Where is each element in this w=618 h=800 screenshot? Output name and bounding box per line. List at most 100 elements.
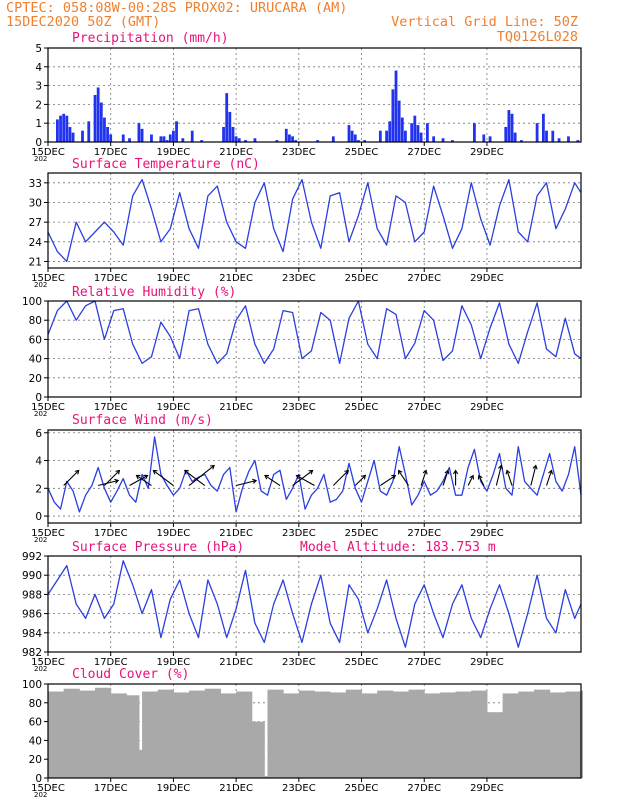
precip-bar	[400, 117, 404, 142]
temp-ytick-label: 33	[29, 178, 42, 190]
precip-ytick-label: 0	[35, 137, 42, 149]
cloud-bar	[173, 692, 190, 778]
precip-xtick-label: 25DEC	[345, 147, 379, 158]
cloud-xtick-label: 17DEC	[94, 783, 128, 794]
precip-year-label: 202	[34, 155, 47, 163]
wind-ytick-label: 0	[35, 511, 42, 523]
wind-vector-arrow	[188, 465, 215, 486]
pressure-xtick-label: 17DEC	[94, 657, 128, 668]
header-date: 15DEC2020 50Z (GMT)	[6, 14, 160, 30]
temp-frame	[47, 172, 582, 269]
precip-bar	[71, 132, 75, 142]
cloud-title: Cloud Cover (%)	[72, 667, 189, 682]
precip-bar	[56, 119, 59, 142]
precip-ytick-label: 1	[35, 118, 42, 130]
precip-bar	[228, 111, 232, 142]
precip-bar	[165, 140, 169, 142]
cloud-bar	[138, 749, 143, 778]
cloud-bar	[63, 688, 80, 778]
header-vertical-grid: Vertical Grid Line: 50Z	[391, 14, 578, 30]
precip-bar	[507, 110, 511, 142]
cloud-bar	[471, 690, 488, 778]
precip-bar	[347, 125, 351, 142]
wind-ytick-label: 6	[35, 428, 42, 440]
precip-bar	[128, 138, 131, 142]
precip-bar	[175, 121, 178, 142]
cloud-bar	[439, 692, 457, 778]
wind-vector-arrow	[296, 475, 315, 487]
rh-xtick-label: 17DEC	[94, 402, 128, 413]
precip-bar	[404, 130, 407, 142]
cloud-ytick-label: 80	[29, 698, 42, 710]
wind-vector-arrowhead	[210, 464, 215, 470]
precip-ytick-label: 2	[35, 99, 42, 111]
precip-bar	[288, 134, 291, 142]
wind-vector-arrow	[292, 470, 313, 486]
cloud-bar	[48, 691, 65, 778]
wind-vector-arrowhead	[452, 469, 459, 475]
wind-ytick-label: 4	[35, 456, 42, 468]
cloud-bar	[424, 693, 441, 778]
precip-bar	[482, 134, 486, 142]
wind-vector-arrowhead	[361, 474, 367, 480]
precip-bar	[99, 102, 103, 142]
pressure-xtick-label: 15DEC	[31, 657, 65, 668]
precip-bar	[473, 123, 476, 142]
rh-xtick-label: 29DEC	[470, 402, 504, 413]
wind-vector-arrow	[506, 470, 513, 486]
precip-ytick-label: 5	[35, 43, 42, 55]
pressure-series-line	[47, 560, 582, 648]
precip-bar	[231, 126, 235, 142]
wind-vector-arrowhead	[135, 474, 141, 480]
cloud-xtick-label: 19DEC	[157, 783, 191, 794]
precip-bar	[378, 130, 382, 142]
cloud-bar	[95, 687, 112, 778]
wind-xtick-label: 29DEC	[470, 528, 504, 539]
precip-bar	[520, 140, 523, 142]
precip-bar	[244, 140, 247, 142]
cloud-ytick-label: 40	[29, 735, 42, 747]
wind-vector-arrow	[104, 470, 120, 486]
wind-vector-arrowhead	[252, 478, 258, 484]
pressure-ytick-label: 988	[22, 589, 42, 601]
cloud-bar	[314, 691, 331, 778]
cloud-bar	[408, 689, 425, 778]
precip-bar	[567, 136, 570, 142]
precip-bar	[356, 140, 360, 142]
wind-vector-arrowhead	[344, 469, 350, 475]
precip-bar	[416, 125, 420, 142]
pressure-xtick-label: 29DEC	[470, 657, 504, 668]
cloud-bar	[126, 695, 140, 778]
temp-year-label: 202	[34, 281, 47, 289]
cloud-xtick-label: 25DEC	[345, 783, 379, 794]
wind-xtick-label: 17DEC	[94, 528, 128, 539]
precip-bar	[513, 132, 517, 142]
precip-frame	[47, 47, 582, 143]
rh-xtick-label: 21DEC	[219, 402, 253, 413]
precip-bar	[545, 130, 548, 142]
rh-title: Relative Humidity (%)	[72, 285, 236, 300]
precip-bar	[419, 132, 423, 142]
precip-bar	[275, 140, 279, 142]
rh-ytick-label: 100	[22, 296, 42, 308]
wind-xtick-label: 27DEC	[407, 528, 441, 539]
wind-vector-arrow	[235, 479, 257, 487]
pressure-ytick-label: 986	[22, 609, 42, 621]
rh-ytick-label: 60	[29, 334, 42, 346]
precip-ytick-label: 3	[35, 81, 42, 93]
precip-bar	[391, 89, 395, 142]
cloud-xtick-label: 15DEC	[31, 783, 65, 794]
precip-bar	[535, 123, 539, 142]
precip-bar	[413, 115, 417, 142]
precip-bar	[291, 136, 294, 142]
cloud-bar	[142, 691, 159, 778]
rh-ytick-label: 0	[35, 392, 42, 404]
pressure-xtick-label: 27DEC	[407, 657, 441, 668]
precip-bar	[103, 117, 106, 142]
rh-xtick-label: 19DEC	[157, 402, 191, 413]
header-location: CPTEC: 058:08W-00:28S PROX02: URUCARA (A…	[6, 0, 347, 16]
precip-bar	[234, 136, 238, 142]
temp-xtick-label: 27DEC	[407, 273, 441, 284]
cloud-bar	[345, 689, 363, 778]
